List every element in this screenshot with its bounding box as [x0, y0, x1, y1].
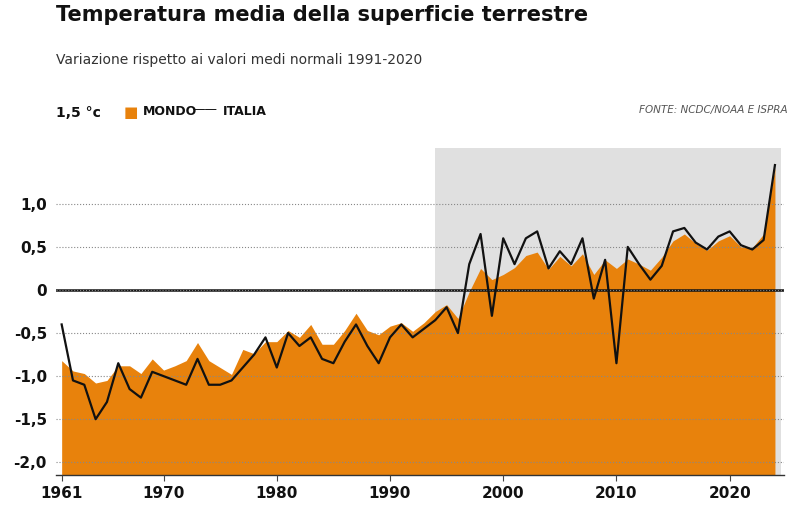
Text: MONDO: MONDO	[142, 105, 197, 118]
Text: FONTE: NCDC/NOAA E ISPRA: FONTE: NCDC/NOAA E ISPRA	[639, 105, 788, 115]
Text: Temperatura media della superficie terrestre: Temperatura media della superficie terre…	[56, 5, 588, 25]
Text: ■: ■	[124, 105, 138, 119]
Text: Variazione rispetto ai valori medi normali 1991-2020: Variazione rispetto ai valori medi norma…	[56, 53, 422, 67]
Text: ITALIA: ITALIA	[222, 105, 266, 118]
Bar	[435, 148, 781, 475]
Text: 1,5 °c: 1,5 °c	[56, 106, 101, 120]
Text: ——: ——	[192, 103, 217, 117]
